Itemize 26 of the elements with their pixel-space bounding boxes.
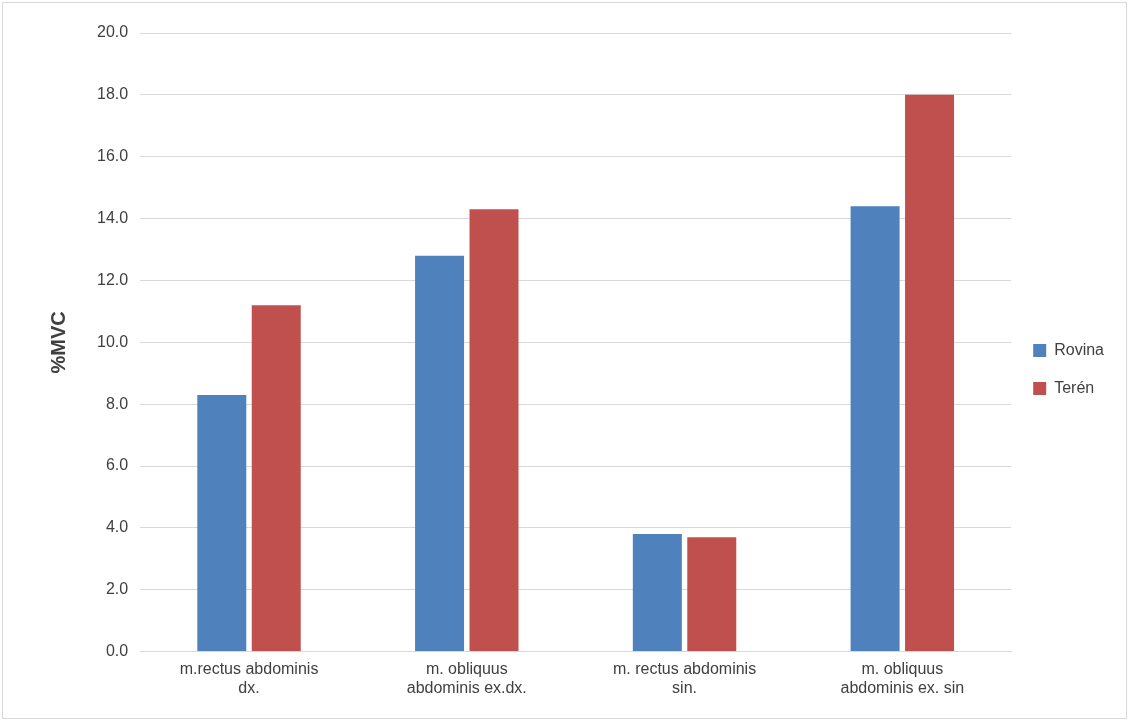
y-tick-label: 2.0: [105, 580, 129, 598]
y-axis-title: %MVC: [46, 311, 69, 374]
x-tick-label: m. obliquus abdominis ex. sin: [840, 659, 965, 696]
y-tick-label: 18.0: [97, 85, 129, 103]
x-tick-label: m.rectus abdominis dx.: [179, 659, 319, 696]
y-tick-label: 16.0: [97, 147, 129, 165]
bar: [469, 209, 519, 652]
bar: [415, 255, 465, 652]
y-tick-label: 4.0: [105, 518, 129, 536]
bar: [632, 534, 682, 652]
y-tick-label: 14.0: [97, 208, 129, 226]
legend-label: Rovina: [1054, 340, 1105, 358]
y-tick-label: 12.0: [97, 270, 129, 288]
y-tick-label: 8.0: [105, 394, 129, 412]
x-tick-label: m. obliquus abdominis ex.dx.: [406, 659, 527, 696]
legend-label: Terén: [1054, 378, 1095, 396]
bar: [905, 94, 955, 652]
y-tick-label: 6.0: [105, 456, 129, 474]
bar: [197, 394, 247, 652]
bar: [251, 305, 301, 652]
y-tick-label: 10.0: [97, 332, 129, 350]
bar: [687, 537, 737, 652]
y-tick-label: 20.0: [97, 23, 129, 41]
bar: [850, 206, 900, 652]
y-tick-label: 0.0: [105, 642, 129, 660]
x-tick-label: m. rectus abdominis sin.: [612, 659, 757, 696]
